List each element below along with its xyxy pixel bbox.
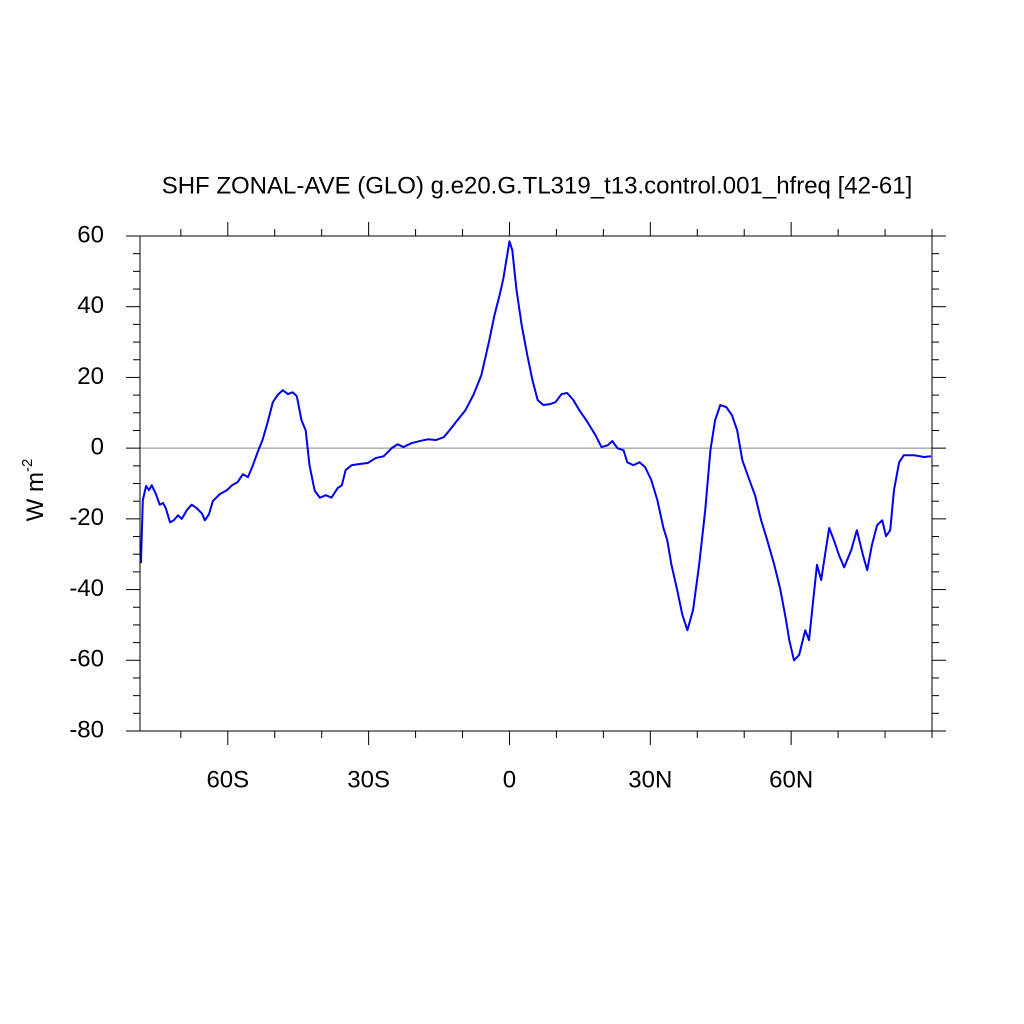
y-axis-label: W m-2 <box>19 459 49 522</box>
x-tick-label: 30N <box>628 766 672 793</box>
plot-frame <box>139 235 933 732</box>
y-tick-label: -60 <box>69 646 104 673</box>
x-tick-label: 30S <box>347 766 390 793</box>
y-tick-label: -40 <box>69 575 104 602</box>
y-axis-label-text: W m <box>22 472 49 521</box>
x-tick-label: 60N <box>769 766 813 793</box>
y-axis-label-superscript: -2 <box>19 459 36 472</box>
y-tick-label: -80 <box>69 716 104 743</box>
y-tick-label: 0 <box>91 433 104 460</box>
data-line <box>139 240 932 662</box>
y-tick-label: 60 <box>77 221 104 248</box>
x-tick-label: 60S <box>206 766 249 793</box>
y-tick-label: -20 <box>69 504 104 531</box>
y-tick-label: 20 <box>77 363 104 390</box>
chart-title: SHF ZONAL-AVE (GLO) g.e20.G.TL319_t13.co… <box>162 172 913 199</box>
y-tick-label: 40 <box>77 292 104 319</box>
x-tick-label: 0 <box>503 766 516 793</box>
